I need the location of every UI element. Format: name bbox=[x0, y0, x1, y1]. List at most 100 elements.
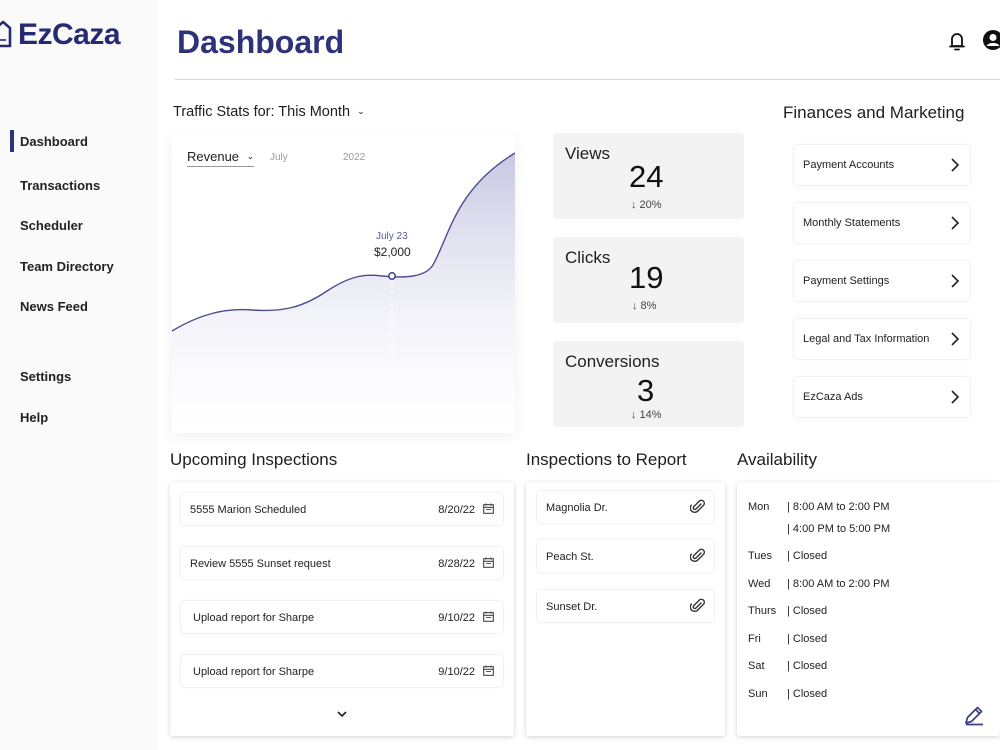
list-item[interactable]: Review 5555 Sunset request 8/28/22 bbox=[181, 547, 503, 579]
conversions-change: ↓ 14% bbox=[631, 409, 662, 421]
chevron-right-icon bbox=[951, 158, 960, 172]
tooltip-date: July 23 bbox=[376, 231, 408, 242]
availability-day: Mon bbox=[748, 501, 770, 513]
views-value: 24 bbox=[629, 159, 664, 194]
header-divider bbox=[175, 79, 1000, 80]
views-change: ↓ 20% bbox=[631, 199, 662, 211]
revenue-line bbox=[172, 152, 515, 332]
chevron-down-icon: ⌄ bbox=[246, 151, 255, 161]
availability-day: Wed bbox=[748, 578, 771, 590]
chevron-right-icon bbox=[951, 390, 960, 404]
calendar-icon[interactable] bbox=[483, 557, 494, 568]
upcoming-inspections-panel: 5555 Marion Scheduled 8/20/22 Review 555… bbox=[170, 482, 514, 736]
views-label: Views bbox=[565, 144, 611, 163]
fin-item-legal-tax[interactable]: Legal and Tax Information bbox=[794, 319, 970, 359]
availability-day: Fri bbox=[748, 633, 761, 645]
conversions-value: 3 bbox=[637, 373, 655, 408]
availability-hours: | Closed bbox=[787, 688, 828, 700]
fin-item-monthly-statements[interactable]: Monthly Statements bbox=[794, 203, 970, 243]
availability-hours: | Closed bbox=[787, 633, 828, 645]
edit-pencil-icon[interactable] bbox=[963, 704, 985, 726]
availability-hours: | 8:00 AM to 2:00 PM bbox=[787, 578, 890, 590]
finances-title: Finances and Marketing bbox=[783, 103, 965, 122]
fin-item-label: Legal and Tax Information bbox=[803, 333, 930, 345]
chevron-right-icon bbox=[951, 332, 960, 346]
chevron-down-icon[interactable] bbox=[336, 710, 348, 718]
user-icon[interactable] bbox=[982, 29, 1000, 51]
main-content: Dashboard Traffic Stats for: This Month … bbox=[157, 0, 1000, 750]
list-item[interactable]: 5555 Marion Scheduled 8/20/22 bbox=[181, 493, 503, 525]
data-point-marker bbox=[388, 272, 396, 280]
sidebar-item-help[interactable]: Help bbox=[20, 410, 49, 425]
inspections-to-report-title: Inspections to Report bbox=[526, 450, 687, 469]
availability-hours: | Closed bbox=[787, 605, 828, 617]
inspection-date: 9/10/22 bbox=[438, 612, 475, 624]
calendar-icon[interactable] bbox=[483, 503, 494, 514]
traffic-stats-title: Traffic Stats for: This Month bbox=[173, 104, 351, 120]
availability-day: Tues bbox=[748, 550, 773, 562]
fin-item-label: Monthly Statements bbox=[803, 217, 901, 229]
inspection-date: 8/28/22 bbox=[438, 558, 475, 570]
conversions-label: Conversions bbox=[565, 352, 660, 371]
availability-hours: | 8:00 AM to 2:00 PM bbox=[787, 501, 890, 513]
app-name: EzCaza bbox=[18, 18, 121, 51]
availability-day: Thurs bbox=[748, 605, 777, 617]
inspection-text: Review 5555 Sunset request bbox=[190, 558, 331, 570]
conversions-card: Conversions 3 ↓ 14% bbox=[553, 341, 744, 427]
availability-hours: | Closed bbox=[787, 550, 828, 562]
house-hand-icon bbox=[0, 20, 12, 48]
calendar-icon[interactable] bbox=[483, 611, 494, 622]
tooltip-value: $2,000 bbox=[374, 245, 411, 259]
inspection-text: 5555 Marion Scheduled bbox=[190, 504, 307, 516]
page-title: Dashboard bbox=[177, 24, 345, 60]
list-item[interactable]: Upload report for Sharpe 9/10/22 bbox=[181, 655, 503, 687]
metric-label: Revenue bbox=[187, 149, 240, 164]
clicks-value: 19 bbox=[629, 260, 664, 295]
availability-title: Availability bbox=[737, 450, 818, 469]
metric-dropdown[interactable]: Revenue ⌄ bbox=[187, 149, 255, 167]
report-address: Magnolia Dr. bbox=[546, 502, 608, 514]
month-filter[interactable]: July bbox=[270, 152, 288, 163]
bell-icon[interactable] bbox=[948, 30, 966, 52]
upcoming-inspections-title: Upcoming Inspections bbox=[170, 450, 338, 469]
sidebar-item-settings[interactable]: Settings bbox=[20, 369, 72, 384]
revenue-area bbox=[172, 153, 515, 433]
report-address: Sunset Dr. bbox=[546, 601, 598, 613]
inspection-date: 8/20/22 bbox=[438, 504, 475, 516]
sidebar-item-transactions[interactable]: Transactions bbox=[20, 178, 101, 193]
list-item[interactable]: Sunset Dr. bbox=[537, 590, 714, 622]
traffic-stats-selector[interactable]: Traffic Stats for: This Month ⌄ bbox=[173, 104, 365, 120]
sidebar-item-dashboard[interactable]: Dashboard bbox=[20, 134, 88, 149]
calendar-icon[interactable] bbox=[483, 665, 494, 676]
clicks-change: ↓ 8% bbox=[632, 300, 657, 312]
fin-item-label: EzCaza Ads bbox=[803, 391, 863, 403]
chevron-right-icon bbox=[951, 216, 960, 230]
sidebar-item-team-directory[interactable]: Team Directory bbox=[20, 259, 114, 274]
inspection-text: Upload report for Sharpe bbox=[193, 612, 315, 624]
revenue-chart-card: Revenue ⌄ July 2022 July 23 $2,000 bbox=[172, 133, 515, 433]
tooltip-box bbox=[367, 228, 415, 262]
fin-item-label: Payment Settings bbox=[803, 275, 890, 287]
views-card: Views 24 ↓ 20% bbox=[553, 133, 744, 219]
inspections-to-report-panel: Magnolia Dr. Peach St. Sunset Dr. bbox=[526, 482, 725, 736]
sidebar: EzCaza Dashboard Transactions Scheduler … bbox=[0, 0, 157, 750]
sidebar-item-scheduler[interactable]: Scheduler bbox=[20, 218, 83, 233]
fin-item-payment-accounts[interactable]: Payment Accounts bbox=[794, 145, 970, 185]
list-item[interactable]: Magnolia Dr. bbox=[537, 491, 714, 523]
availability-hours: | 4:00 PM to 5:00 PM bbox=[787, 523, 891, 535]
availability-panel: Mon | 8:00 AM to 2:00 PM | 4:00 PM to 5:… bbox=[737, 482, 1000, 736]
fin-item-ezcaza-ads[interactable]: EzCaza Ads bbox=[794, 377, 970, 417]
chevron-right-icon bbox=[951, 274, 960, 288]
paperclip-icon[interactable] bbox=[690, 597, 706, 615]
app-logo[interactable]: EzCaza bbox=[0, 18, 121, 52]
availability-day: Sat bbox=[748, 660, 765, 672]
paperclip-icon[interactable] bbox=[690, 547, 706, 565]
year-filter[interactable]: 2022 bbox=[343, 152, 366, 163]
paperclip-icon[interactable] bbox=[690, 498, 706, 516]
sidebar-item-news-feed[interactable]: News Feed bbox=[20, 299, 88, 314]
revenue-line-chart bbox=[172, 152, 515, 433]
list-item[interactable]: Upload report for Sharpe 9/10/22 bbox=[181, 601, 503, 633]
inspection-text: Upload report for Sharpe bbox=[193, 666, 315, 678]
list-item[interactable]: Peach St. bbox=[537, 540, 714, 572]
fin-item-payment-settings[interactable]: Payment Settings bbox=[794, 261, 970, 301]
